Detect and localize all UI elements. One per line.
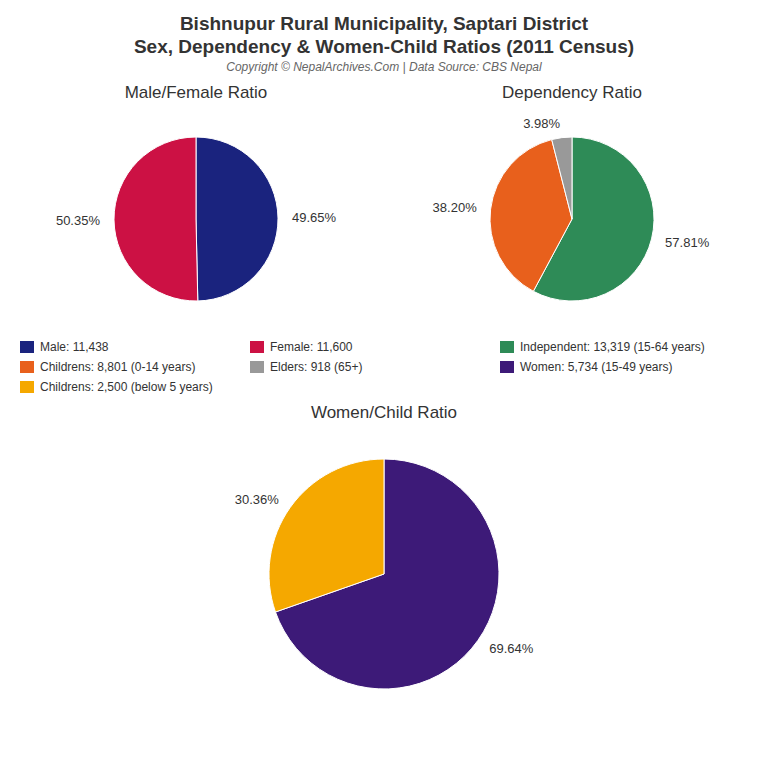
html-text:Independent: 13,319 (15-64 yea: Independent: 13,319 (15-64 years) (520, 340, 705, 354)
html-text:Childrens: 8,801 (0-14 years): Childrens: 8,801 (0-14 years) (40, 360, 196, 374)
svg-text:69.64%: 69.64% (489, 641, 534, 656)
html-text:Elders: 918 (65+): Elders: 918 (65+) (270, 360, 363, 374)
svg-text:30.36%: 30.36% (235, 492, 280, 507)
html-text:Copyright © NepalArchives.Com: Copyright © NepalArchives.Com | Data Sou… (226, 60, 542, 74)
html-text:Bishnupur Rural Municipality,: Bishnupur Rural Municipality, Saptari Di… (179, 13, 589, 34)
html-text:Male: 11,438: Male: 11,438 (40, 340, 109, 354)
svg-text:50.35%: 50.35% (56, 213, 101, 228)
svg-text:57.81%: 57.81% (665, 235, 710, 250)
html-text:Women/Child Ratio: Women/Child Ratio (310, 403, 458, 422)
svg-text:3.98%: 3.98% (523, 116, 560, 131)
html-text:Female: 11,600: Female: 11,600 (270, 340, 353, 354)
html-text:Male/Female Ratio: Male/Female Ratio (124, 83, 268, 102)
svg-text:38.20%: 38.20% (433, 200, 478, 215)
html-text:Women: 5,734 (15-49 years): Women: 5,734 (15-49 years) (520, 360, 673, 374)
html-text:Dependency Ratio: Dependency Ratio (502, 83, 642, 102)
html-text:Sex, Dependency & Women-Child: Sex, Dependency & Women-Child Ratios (20… (133, 36, 635, 57)
svg-text:49.65%: 49.65% (292, 210, 337, 225)
html-text:Childrens: 2,500 (below 5 year: Childrens: 2,500 (below 5 years) (40, 380, 213, 394)
